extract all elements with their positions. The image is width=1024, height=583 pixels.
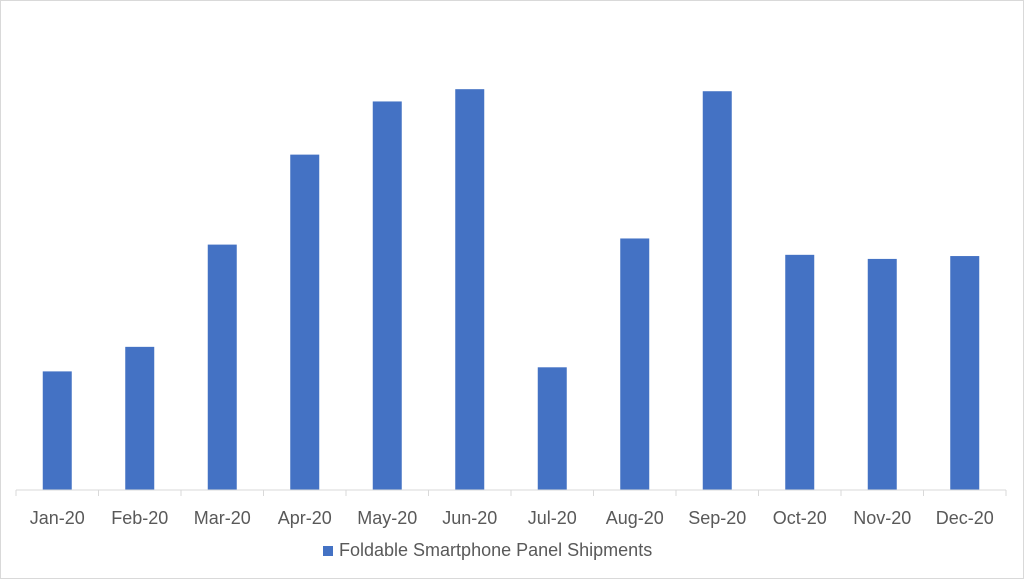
x-tick-label: Jun-20 xyxy=(442,508,497,528)
bar-nov-20 xyxy=(867,258,897,490)
x-tick-label: Jan-20 xyxy=(30,508,85,528)
x-tick-label: Jul-20 xyxy=(528,508,577,528)
legend-label: Foldable Smartphone Panel Shipments xyxy=(339,540,652,560)
bar-mar-20 xyxy=(207,244,237,490)
bar-may-20 xyxy=(372,101,402,490)
x-tick-label: Dec-20 xyxy=(936,508,994,528)
x-tick-label: Feb-20 xyxy=(111,508,168,528)
x-tick-label: May-20 xyxy=(357,508,417,528)
bars-group xyxy=(42,89,980,491)
bar-aug-20 xyxy=(620,238,650,490)
x-tick-label: Sep-20 xyxy=(688,508,746,528)
bar-apr-20 xyxy=(290,154,320,490)
x-tick-label: Mar-20 xyxy=(194,508,251,528)
bar-jan-20 xyxy=(42,371,72,490)
x-tick-label: Nov-20 xyxy=(853,508,911,528)
x-tick-label: Apr-20 xyxy=(278,508,332,528)
x-axis-tick-labels: Jan-20 Feb-20 Mar-20 Apr-20 May-20 Jun-20 Jul-… xyxy=(30,508,994,528)
x-tick-label: Aug-20 xyxy=(606,508,664,528)
bar-sep-20 xyxy=(702,91,732,490)
x-tick-label: Oct-20 xyxy=(773,508,827,528)
legend-swatch xyxy=(323,546,333,556)
bar-jul-20 xyxy=(537,367,567,490)
bar-feb-20 xyxy=(125,346,155,490)
x-axis-ticks xyxy=(15,490,1007,496)
legend: Foldable Smartphone Panel Shipments xyxy=(323,540,652,560)
bar-oct-20 xyxy=(785,254,815,490)
bar-dec-20 xyxy=(950,256,980,490)
bar-jun-20 xyxy=(455,89,485,491)
